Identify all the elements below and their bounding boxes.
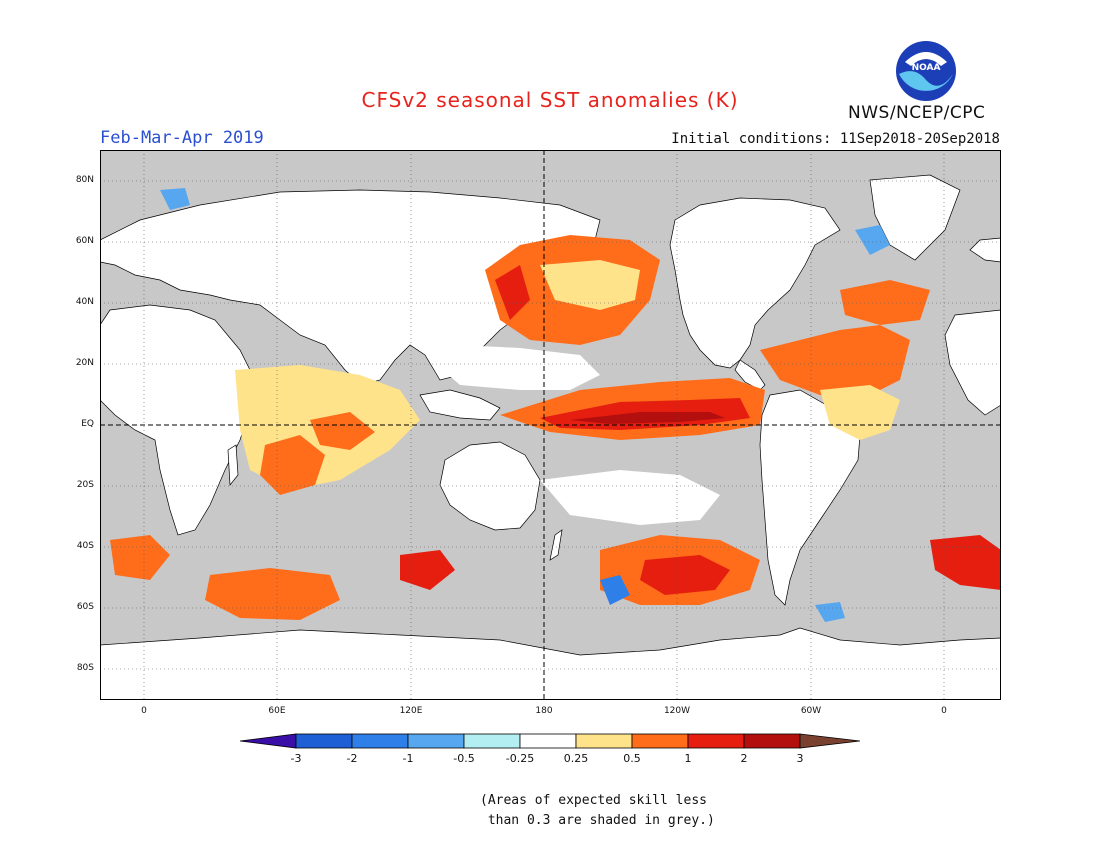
anomaly-so-atlantic-red bbox=[930, 535, 1001, 590]
lon-label: 120W bbox=[663, 706, 691, 716]
africa-wrap bbox=[944, 309, 1001, 416]
europe-east-wrap bbox=[969, 237, 1001, 263]
lon-label: 180 bbox=[535, 706, 553, 716]
greenland bbox=[869, 174, 961, 261]
anomaly-so-indian-orange bbox=[205, 568, 340, 620]
lat-label: EQ bbox=[81, 419, 94, 429]
skill-note-line: (Areas of expected skill less bbox=[480, 793, 707, 808]
colorbar-label: -0.5 bbox=[453, 752, 475, 765]
anomaly-np-red bbox=[495, 265, 530, 320]
colorbar-swatch bbox=[519, 733, 577, 749]
chart-title: CFSv2 seasonal SST anomalies (K) bbox=[361, 88, 739, 112]
anomaly-io-orange bbox=[260, 435, 325, 495]
anomaly-np-yellow bbox=[540, 260, 640, 310]
anomaly-barents-blue bbox=[160, 188, 190, 210]
anomaly-so-atlantic-blue bbox=[815, 602, 845, 622]
north-america bbox=[669, 197, 841, 369]
anomaly-na-yellow bbox=[820, 385, 900, 440]
lon-label: 0 bbox=[141, 706, 147, 716]
lon-label: 120E bbox=[399, 706, 423, 716]
agency-label: NWS/NCEP/CPC bbox=[848, 103, 986, 123]
anomaly-fields bbox=[110, 188, 1001, 622]
svg-text:NOAA: NOAA bbox=[912, 63, 941, 73]
colorbar-swatch bbox=[463, 733, 521, 749]
anomaly-gulf-orange bbox=[840, 280, 930, 325]
colorbar bbox=[240, 733, 860, 749]
lon-label: 60W bbox=[800, 706, 822, 716]
anomaly-so-pacific-white bbox=[540, 470, 720, 525]
lat-label: 20S bbox=[76, 480, 94, 490]
land-masses bbox=[100, 174, 1001, 700]
colorbar-label: -1 bbox=[402, 752, 414, 765]
maritime-continent bbox=[419, 389, 501, 421]
colorbar-label: 0.5 bbox=[623, 752, 641, 765]
lat-label: 60N bbox=[75, 236, 94, 246]
anomaly-so-pacific-blue bbox=[600, 575, 630, 605]
anomaly-labrador-blue bbox=[855, 225, 890, 255]
lat-label: 80N bbox=[75, 175, 94, 185]
initial-conditions: Initial conditions: 11Sep2018-20Sep2018 bbox=[671, 131, 1000, 147]
new-zealand bbox=[549, 529, 563, 561]
africa bbox=[100, 304, 256, 536]
anomaly-so-indian-red bbox=[400, 550, 455, 590]
colorbar-swatch bbox=[575, 733, 633, 749]
colorbar-label: -3 bbox=[290, 752, 302, 765]
colorbar-label: -2 bbox=[346, 752, 358, 765]
madagascar bbox=[227, 444, 239, 486]
anomaly-eq-pacific-darkred bbox=[570, 412, 725, 424]
australia bbox=[439, 441, 541, 531]
colorbar-label: 1 bbox=[684, 752, 692, 765]
colorbar-swatch bbox=[240, 733, 297, 749]
lat-label: 40S bbox=[76, 541, 94, 551]
colorbar-label: 0.25 bbox=[563, 752, 589, 765]
colorbar-swatch bbox=[351, 733, 409, 749]
anomaly-np-white bbox=[420, 345, 600, 390]
antarctica bbox=[100, 627, 1001, 700]
lat-label: 20N bbox=[75, 358, 94, 368]
colorbar-label: -0.25 bbox=[505, 752, 535, 765]
lat-label: 80S bbox=[76, 663, 94, 673]
lat-label: 40N bbox=[75, 297, 94, 307]
colorbar-label: 2 bbox=[740, 752, 748, 765]
colorbar-swatch bbox=[687, 733, 745, 749]
colorbar-swatch bbox=[631, 733, 689, 749]
colorbar-label: 3 bbox=[796, 752, 804, 765]
lon-label: 60E bbox=[268, 706, 286, 716]
colorbar-swatch bbox=[799, 733, 860, 749]
eurasia bbox=[100, 189, 601, 386]
skill-note: (Areas of expected skill less than 0.3 a… bbox=[480, 791, 715, 831]
noaa-logo-icon: NOAA bbox=[896, 41, 956, 101]
anomaly-so-pacific-red bbox=[640, 555, 730, 595]
lon-label: 0 bbox=[941, 706, 947, 716]
forecast-period: Feb-Mar-Apr 2019 bbox=[100, 128, 264, 148]
sst-anomaly-map bbox=[100, 150, 1001, 700]
colorbar-swatch bbox=[743, 733, 801, 749]
anomaly-so-atlantic-orange bbox=[110, 535, 170, 580]
anomaly-na-orange bbox=[760, 325, 910, 400]
colorbar-swatch bbox=[295, 733, 353, 749]
colorbar-swatch bbox=[407, 733, 465, 749]
lat-label: 60S bbox=[76, 602, 94, 612]
anomaly-io-orange-2 bbox=[310, 412, 375, 450]
skill-note-line: than 0.3 are shaded in grey.) bbox=[480, 813, 715, 828]
